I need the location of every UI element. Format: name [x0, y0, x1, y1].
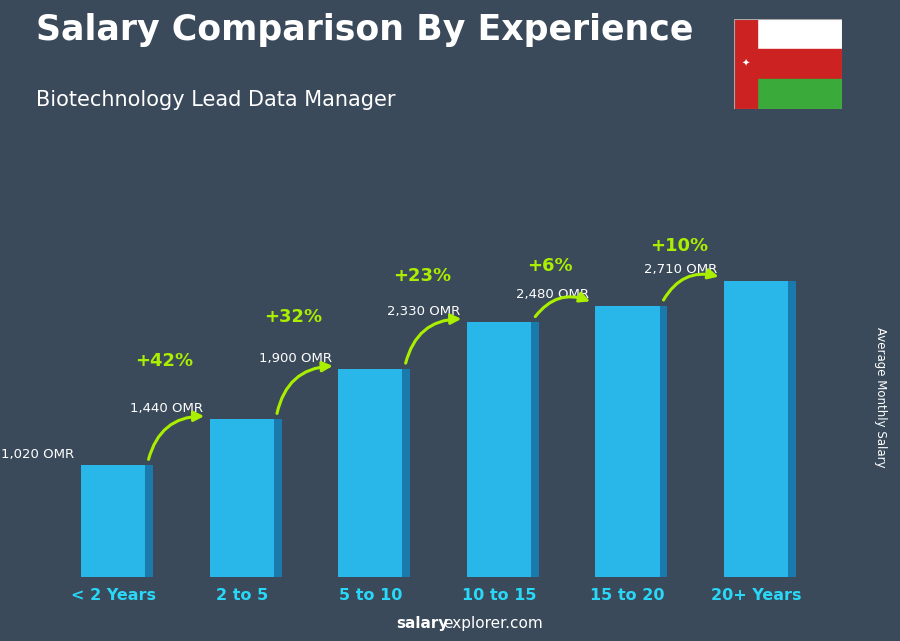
Text: Average Monthly Salary: Average Monthly Salary — [874, 327, 886, 468]
Text: 2,710 OMR: 2,710 OMR — [644, 263, 717, 276]
Text: +6%: +6% — [527, 256, 573, 274]
Text: 2,330 OMR: 2,330 OMR — [387, 304, 460, 318]
Bar — [724, 281, 788, 577]
Text: +32%: +32% — [264, 308, 322, 326]
Bar — [757, 49, 842, 79]
Polygon shape — [660, 306, 667, 577]
Text: ✦: ✦ — [742, 59, 750, 69]
Text: salary: salary — [396, 617, 448, 631]
Text: +10%: +10% — [650, 237, 708, 255]
Polygon shape — [145, 465, 153, 577]
Bar — [757, 79, 842, 109]
Text: +42%: +42% — [136, 353, 194, 370]
Text: 1,440 OMR: 1,440 OMR — [130, 402, 203, 415]
Bar — [734, 19, 757, 109]
Text: Salary Comparison By Experience: Salary Comparison By Experience — [36, 13, 693, 47]
Polygon shape — [531, 322, 539, 577]
Text: explorer.com: explorer.com — [443, 617, 543, 631]
Text: 2,480 OMR: 2,480 OMR — [516, 288, 589, 301]
Text: 1,020 OMR: 1,020 OMR — [2, 448, 75, 461]
Bar — [595, 306, 660, 577]
Bar — [467, 322, 531, 577]
Polygon shape — [274, 419, 282, 577]
Text: 1,900 OMR: 1,900 OMR — [258, 352, 332, 365]
Polygon shape — [402, 369, 410, 577]
Bar — [210, 419, 274, 577]
Text: Biotechnology Lead Data Manager: Biotechnology Lead Data Manager — [36, 90, 395, 110]
Text: +23%: +23% — [392, 267, 451, 285]
Bar — [757, 19, 842, 49]
Bar — [81, 465, 145, 577]
Polygon shape — [788, 281, 796, 577]
Bar — [338, 369, 402, 577]
